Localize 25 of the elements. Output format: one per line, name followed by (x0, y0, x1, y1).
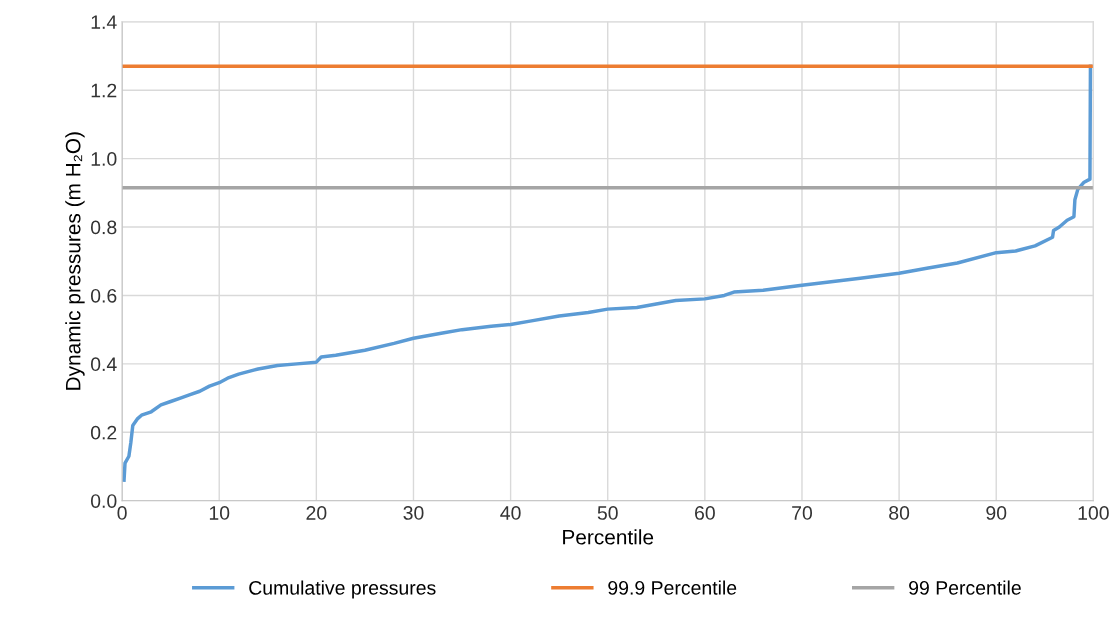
x-tick-label: 70 (792, 506, 813, 520)
legend-label: 99 Percentile (909, 580, 1021, 595)
x-tick-label: 60 (695, 506, 715, 520)
x-tick-label: 20 (306, 506, 327, 520)
y-tick-label: 0.0 (90, 494, 117, 508)
y-tick-label: 0.2 (90, 425, 117, 440)
x-tick-label: 100 (1078, 506, 1109, 520)
legend-label: 99.9 Percentile (608, 580, 737, 595)
x-tick-label: 0 (117, 506, 127, 520)
y-tick-label: 0.4 (90, 357, 117, 372)
y-tick-label: 0.6 (90, 288, 117, 303)
y-tick-label: 1.2 (91, 83, 117, 98)
y-tick-label: 1.0 (91, 152, 117, 166)
x-tick-label: 50 (597, 506, 618, 520)
x-axis-title: Percentile (563, 529, 654, 545)
x-tick-label: 80 (889, 506, 910, 520)
x-tick-label: 90 (986, 506, 1007, 520)
y-axis-title: Dynamic pressures (m H₂O) (65, 132, 85, 390)
x-tick-label: 30 (403, 506, 424, 520)
y-tick-label: 0.8 (90, 220, 117, 235)
x-tick-label: 10 (209, 506, 230, 520)
x-tick-label: 40 (500, 506, 521, 520)
y-tick-label: 1.4 (91, 15, 117, 29)
line-series (122, 64, 1093, 482)
legend-label: Cumulative pressures (249, 580, 436, 599)
